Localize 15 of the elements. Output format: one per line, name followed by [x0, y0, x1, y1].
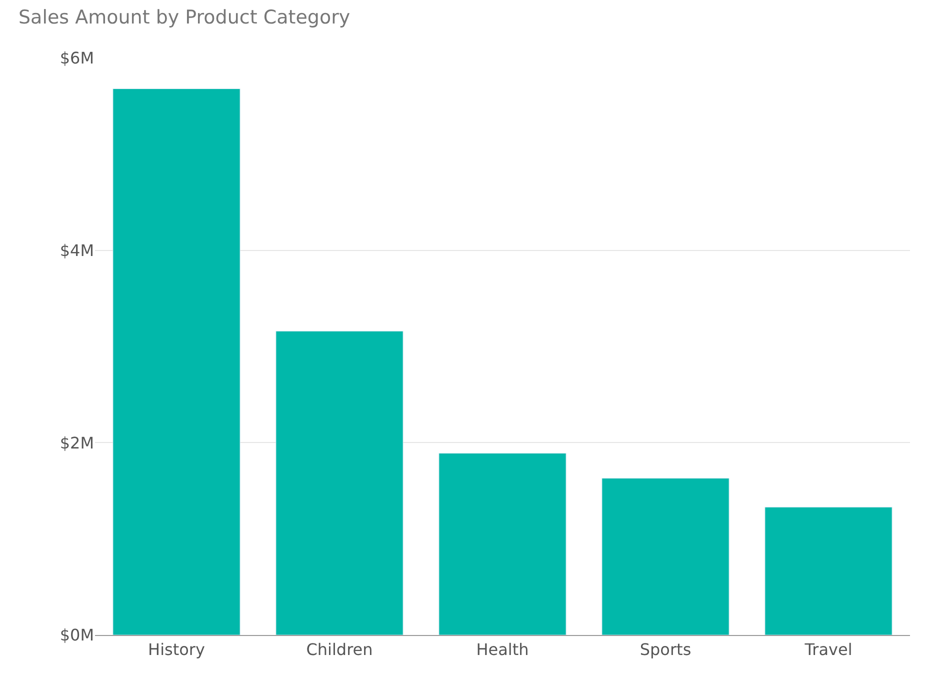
- bar: [438, 453, 566, 635]
- bar: [764, 506, 892, 635]
- x-tick-label: Health: [476, 640, 529, 660]
- x-tick-label: Children: [306, 640, 373, 660]
- y-tick-label: $4M: [60, 240, 94, 260]
- bar: [276, 330, 404, 635]
- y-tick-label: $2M: [60, 433, 94, 452]
- y-tick-label: $0M: [60, 626, 94, 645]
- chart-title: Sales Amount by Product Category: [18, 6, 350, 29]
- x-tick-label: History: [148, 640, 205, 660]
- bar: [112, 88, 240, 635]
- x-tick-label: Sports: [640, 640, 692, 660]
- y-tick-label: $6M: [60, 48, 94, 68]
- bar: [602, 478, 730, 635]
- x-tick-label: Travel: [804, 640, 852, 660]
